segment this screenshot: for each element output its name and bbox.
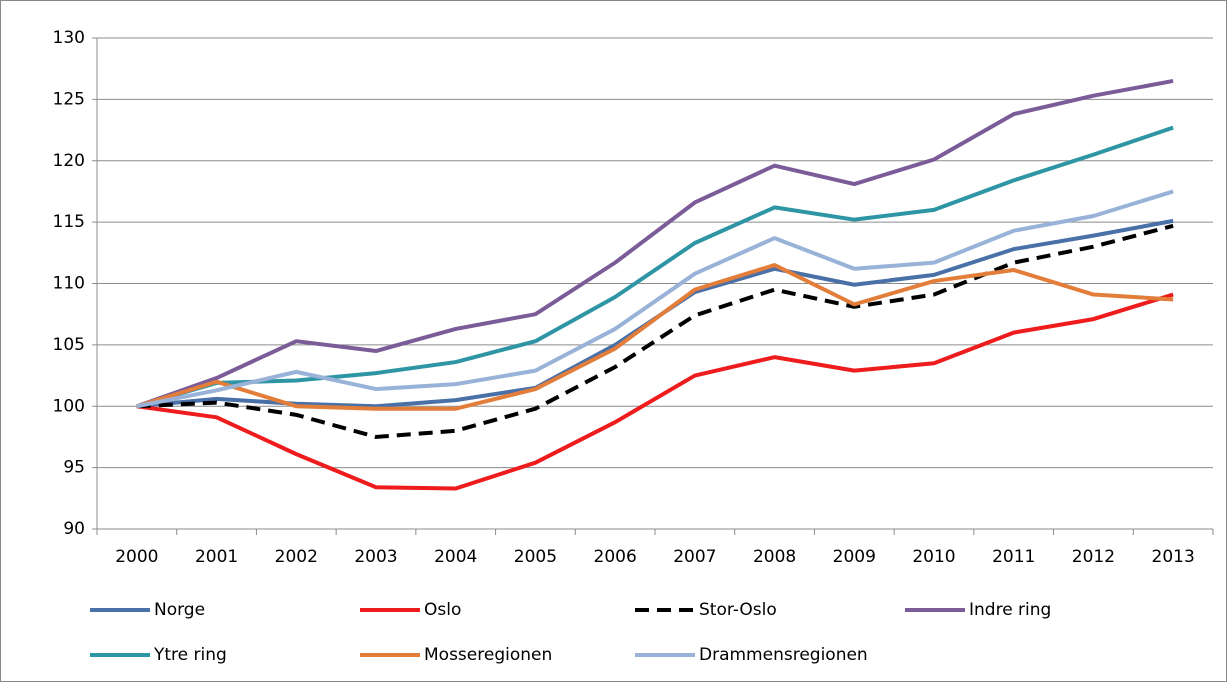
series-line: [136, 223, 1174, 439]
x-tick-label: 2004: [434, 547, 477, 567]
legend-label: Drammensregionen: [699, 645, 868, 665]
y-tick-label: 95: [63, 458, 85, 478]
series-line: [136, 189, 1174, 409]
y-tick-label: 120: [53, 151, 85, 171]
series-line: [136, 292, 1174, 491]
x-tick-label: 2002: [275, 547, 318, 567]
legend-label: Stor-Oslo: [699, 600, 777, 620]
series-line: [136, 78, 1174, 409]
y-tick-label: 100: [53, 396, 85, 416]
legend-label: Ytre ring: [153, 645, 227, 665]
legend-label: Norge: [154, 600, 205, 620]
y-tick-label: 125: [53, 89, 85, 109]
x-tick-label: 2005: [514, 547, 557, 567]
y-tick-label: 105: [53, 335, 85, 355]
legend-label: Mosseregionen: [424, 645, 552, 665]
x-tick-label: 2009: [833, 547, 876, 567]
x-tick-label: 2008: [753, 547, 796, 567]
series-line: [136, 263, 1174, 411]
y-tick-label: 110: [53, 274, 85, 294]
legend-label: Oslo: [424, 600, 461, 620]
legend-label: Indre ring: [969, 600, 1051, 620]
x-tick-label: 2001: [195, 547, 238, 567]
y-tick-label: 130: [53, 28, 85, 48]
x-tick-label: 2003: [354, 547, 397, 567]
x-tick-label: 2007: [673, 547, 716, 567]
series-line: [136, 125, 1174, 409]
x-tick-label: 2012: [1072, 547, 1115, 567]
y-tick-label: 115: [53, 212, 85, 232]
x-tick-label: 2006: [594, 547, 637, 567]
x-tick-label: 2011: [992, 547, 1035, 567]
y-tick-label: 90: [63, 519, 85, 539]
x-tick-label: 2010: [912, 547, 955, 567]
x-tick-label: 2013: [1152, 547, 1195, 567]
x-tick-label: 2000: [115, 547, 158, 567]
